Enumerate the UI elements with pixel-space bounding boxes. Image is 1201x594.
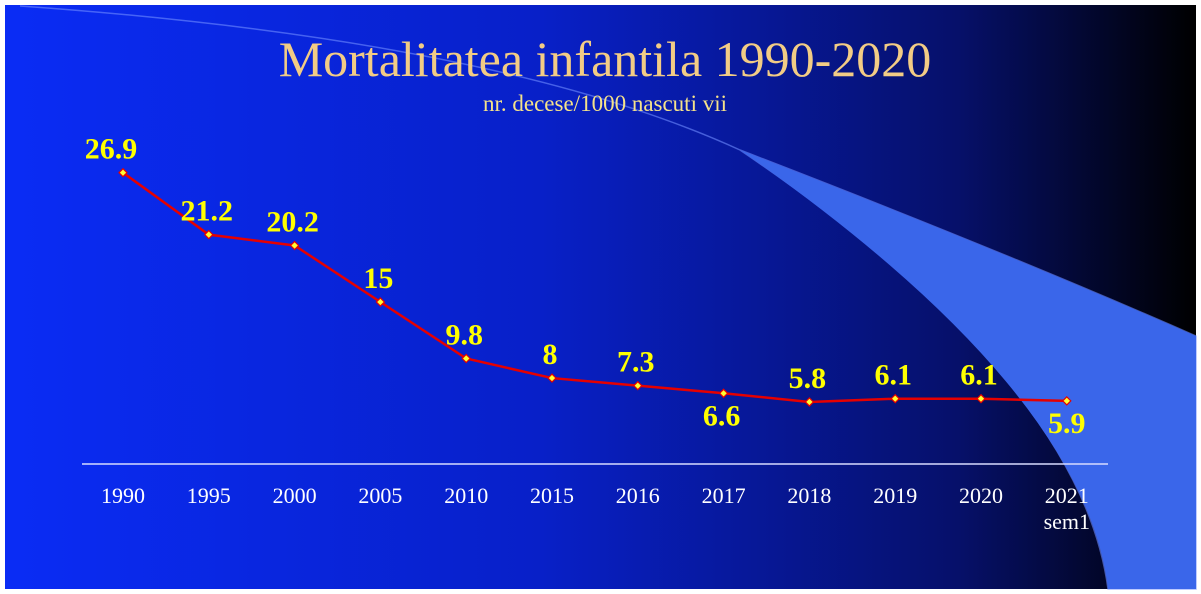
swoosh bbox=[740, 150, 1196, 589]
data-point bbox=[890, 393, 901, 404]
data-label: 5.9 bbox=[1048, 407, 1086, 440]
x-tick-label: 1990 bbox=[101, 483, 145, 508]
data-point bbox=[375, 297, 386, 307]
data-point bbox=[976, 393, 986, 404]
data-point bbox=[1061, 396, 1072, 406]
x-tick-label: 2021 sem1 bbox=[1044, 483, 1090, 534]
x-tick-label: 2000 bbox=[273, 483, 317, 508]
x-tick-label: 2016 bbox=[616, 483, 660, 508]
data-label: 8 bbox=[543, 338, 558, 371]
data-point bbox=[718, 388, 729, 399]
x-tick-label: 2019 bbox=[873, 483, 917, 508]
data-label: 15 bbox=[363, 262, 393, 295]
data-point bbox=[118, 167, 128, 178]
x-tick-label: 1995 bbox=[187, 483, 231, 508]
data-point bbox=[289, 240, 300, 251]
x-tick-label: 2018 bbox=[787, 483, 831, 508]
data-label: 6.1 bbox=[960, 359, 998, 392]
data-label: 6.1 bbox=[874, 359, 912, 392]
data-point bbox=[547, 373, 557, 383]
data-label: 5.8 bbox=[789, 362, 827, 395]
tick-label-line: 2021 bbox=[1045, 483, 1089, 508]
data-label: 9.8 bbox=[445, 319, 483, 352]
data-label: 7.3 bbox=[617, 346, 655, 379]
data-label: 26.9 bbox=[85, 133, 138, 166]
data-label: 21.2 bbox=[181, 195, 234, 228]
data-label: 6.6 bbox=[703, 399, 741, 432]
data-point bbox=[461, 353, 472, 364]
tick-label-line: sem1 bbox=[1044, 509, 1090, 534]
x-tick-label: 2017 bbox=[702, 483, 746, 508]
x-tick-label: 2010 bbox=[444, 483, 488, 508]
x-tick-label: 2005 bbox=[358, 483, 402, 508]
x-tick-label: 2015 bbox=[530, 483, 574, 508]
chart-subtitle: nr. decese/1000 nascuti vii bbox=[483, 91, 727, 116]
data-point bbox=[632, 380, 643, 391]
chart-title: Mortalitatea infantila 1990-2020 bbox=[279, 31, 932, 87]
data-label: 20.2 bbox=[266, 205, 319, 238]
data-point bbox=[804, 397, 815, 407]
x-tick-label: 2020 bbox=[959, 483, 1003, 508]
data-line bbox=[122, 171, 1067, 404]
data-point bbox=[203, 229, 214, 240]
